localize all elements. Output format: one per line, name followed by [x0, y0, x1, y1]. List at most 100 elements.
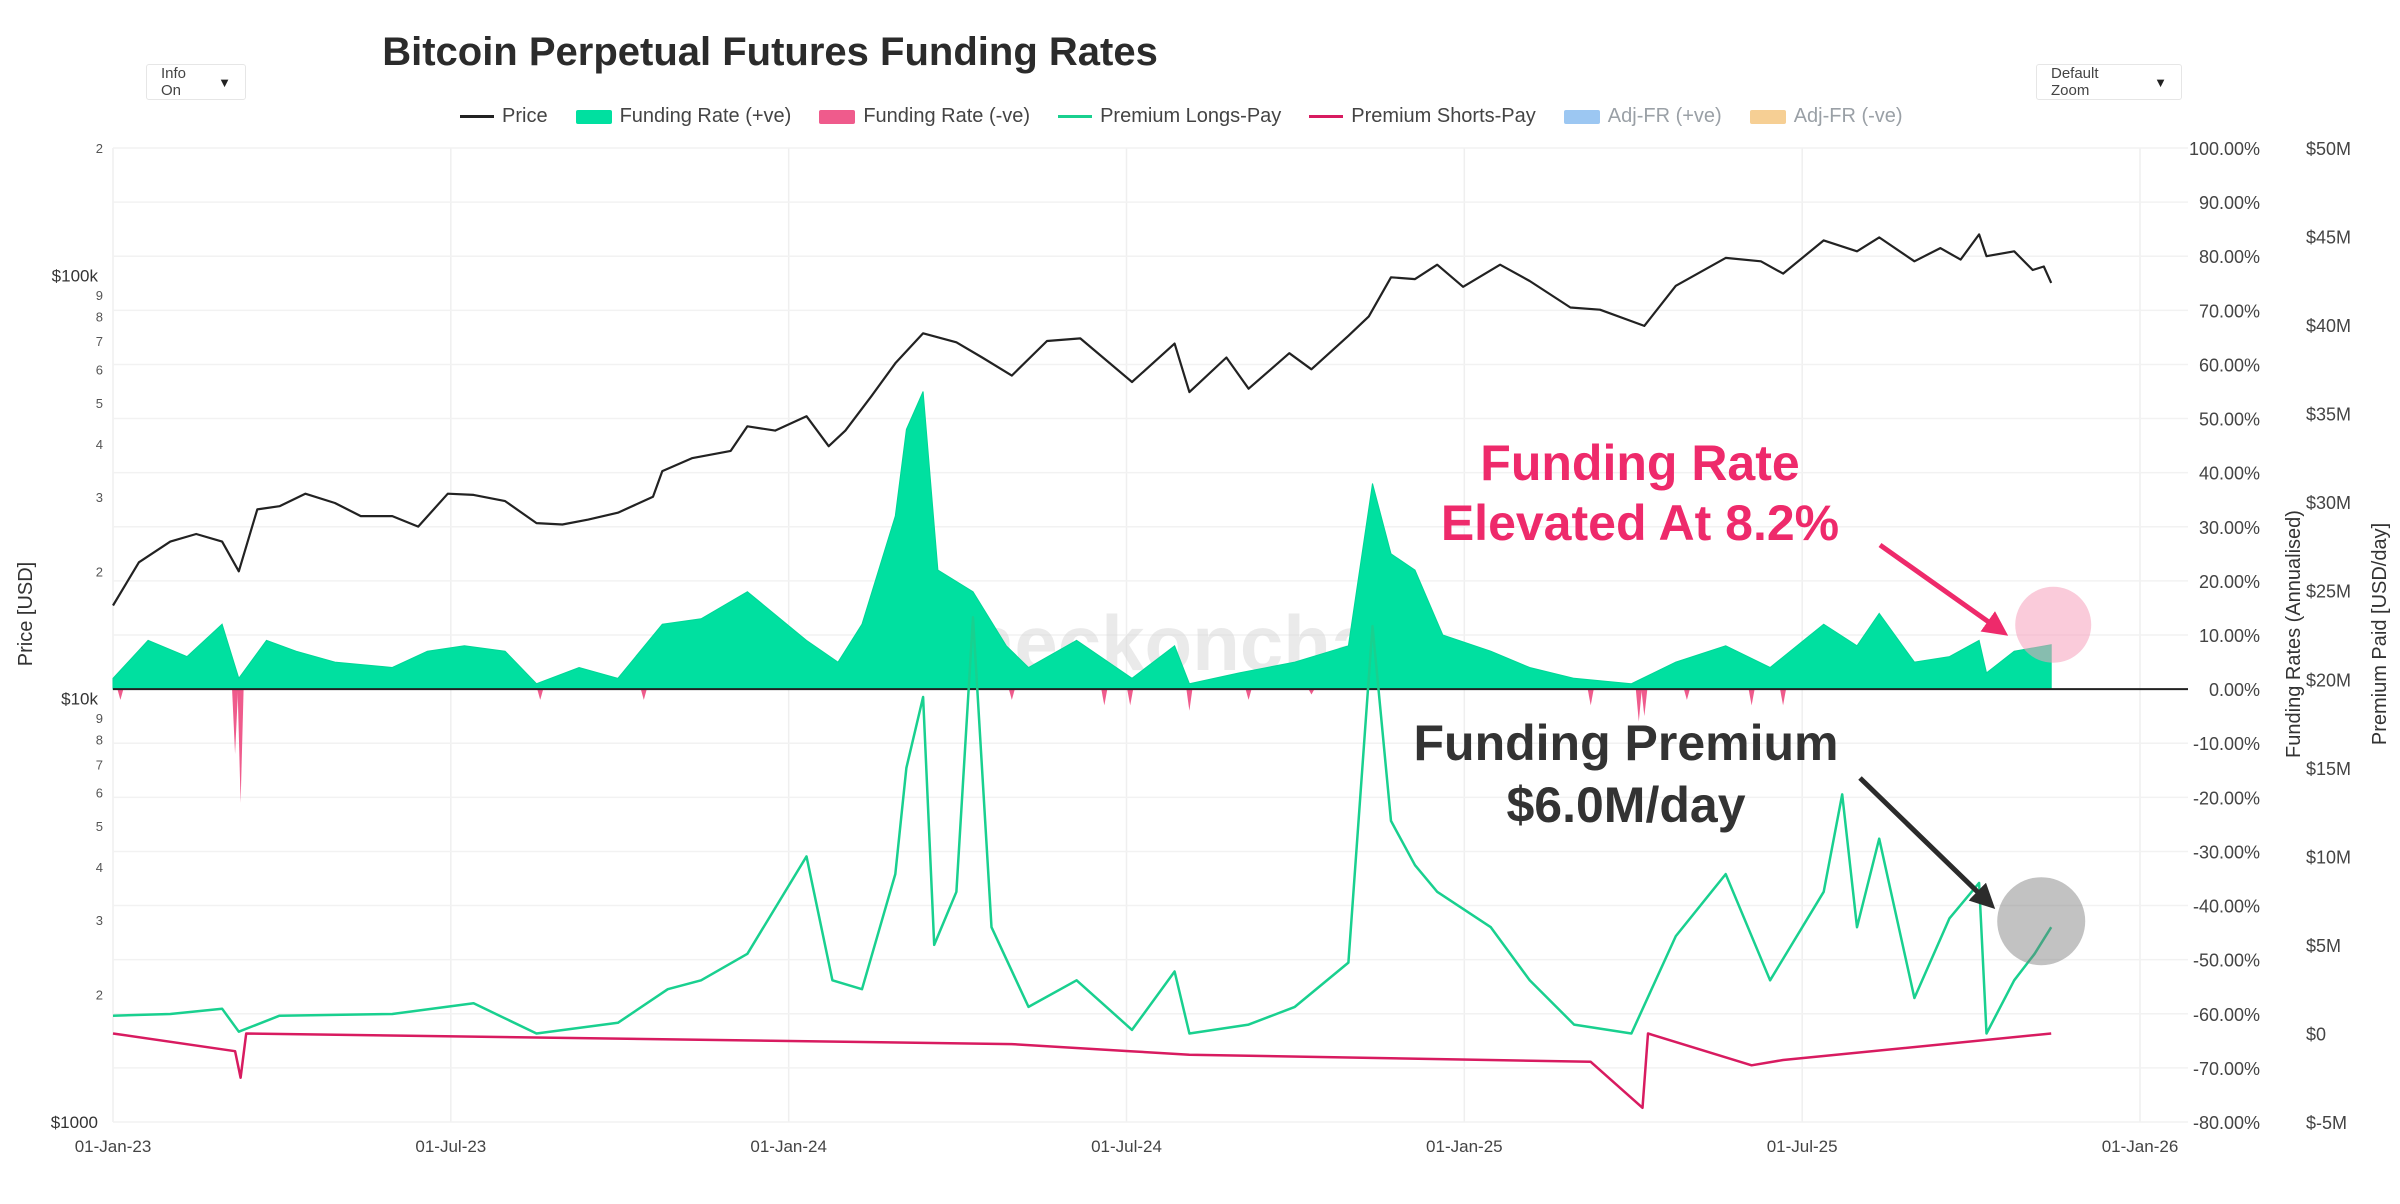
- info-toggle-select[interactable]: Info On ▼: [146, 64, 246, 100]
- x-tick-label: 01-Jul-23: [415, 1137, 486, 1156]
- funding-rate-tick-label: 0.00%: [2209, 680, 2260, 700]
- price-minor-tick-label: 6: [96, 362, 103, 377]
- x-tick-label: 01-Jan-26: [2102, 1137, 2179, 1156]
- funding-rate-tick-label: 20.00%: [2199, 572, 2260, 592]
- legend-item-premium-longs-pay[interactable]: Premium Longs-Pay: [1058, 105, 1281, 128]
- premium-tick-label: $0: [2306, 1024, 2326, 1044]
- x-tick-label: 01-Jul-24: [1091, 1137, 1162, 1156]
- legend-label: Adj-FR (+ve): [1607, 105, 1722, 127]
- price-minor-tick-label: 4: [96, 860, 103, 875]
- legend-swatch: [1749, 109, 1786, 124]
- legend-item-adj-fr-ve[interactable]: Adj-FR (-ve): [1749, 105, 1903, 128]
- premium-shorts-pay-line: [112, 1032, 2052, 1110]
- legend-swatch: [1058, 115, 1093, 118]
- funding-rate-negative-spike: [1101, 689, 1108, 706]
- premium-tick-label: $20M: [2306, 670, 2351, 690]
- legend-swatch: [819, 109, 856, 124]
- funding-rate-tick-label: 80.00%: [2199, 247, 2260, 267]
- premium-tick-label: $50M: [2306, 139, 2351, 159]
- funding-rate-tick-label: 30.00%: [2199, 518, 2260, 538]
- price-minor-tick-label: 7: [96, 757, 103, 772]
- premium-longs-pay-line: [112, 616, 2053, 1035]
- legend-label: Adj-FR (-ve): [1793, 105, 1903, 127]
- premium-tick-label: $35M: [2306, 405, 2351, 425]
- price-axis-title: Price [USD]: [15, 562, 37, 666]
- funding-premium-highlight-circle: [1997, 877, 2086, 966]
- funding-rate-tick-label: -10.00%: [2193, 734, 2260, 754]
- chevron-down-icon: ▼: [218, 74, 231, 90]
- funding-rate-negative-group: [117, 689, 1787, 803]
- price-minor-tick-label: 6: [96, 786, 103, 801]
- legend-item-funding-rate-ve[interactable]: Funding Rate (-ve): [819, 105, 1030, 128]
- funding-rate-negative-spike: [1641, 689, 1648, 717]
- funding-rate-negative-spike: [232, 689, 239, 755]
- funding-rate-tick-label: -70.00%: [2193, 1059, 2260, 1079]
- price-major-tick-label: $100k: [52, 266, 99, 285]
- legend-item-funding-rate-ve[interactable]: Funding Rate (+ve): [575, 105, 792, 128]
- funding-rate-tick-label: 50.00%: [2199, 410, 2260, 430]
- legend-label: Funding Rate (+ve): [619, 105, 792, 127]
- funding-rate-tick-label: -50.00%: [2193, 951, 2260, 971]
- price-minor-tick-label: 5: [96, 396, 103, 411]
- legend-label: Premium Longs-Pay: [1100, 105, 1282, 127]
- gridlines: [112, 147, 2188, 1123]
- price-minor-tick-label: 8: [96, 309, 103, 324]
- price-minor-tick-label: 3: [96, 913, 103, 928]
- funding-rate-negative-spike: [1683, 689, 1690, 700]
- funding-rate-negative-spike: [1186, 689, 1193, 711]
- funding-rate-negative-spike: [1127, 689, 1134, 706]
- price-minor-tick-label: 9: [96, 711, 103, 726]
- legend-swatch: [1309, 115, 1344, 118]
- legend-item-premium-shorts-pay[interactable]: Premium Shorts-Pay: [1309, 105, 1536, 128]
- funding-rate-tick-label: -60.00%: [2193, 1005, 2260, 1025]
- funding-rate-negative-spike: [1008, 689, 1015, 700]
- price-minor-tick-label: 2: [96, 988, 103, 1003]
- price-minor-tick-label: 4: [96, 437, 103, 452]
- zoom-select[interactable]: Default Zoom ▼: [2036, 64, 2182, 100]
- premium-tick-label: $40M: [2306, 316, 2351, 336]
- funding-rate-negative-spike: [1308, 689, 1315, 695]
- funding-rate-tick-label: -80.00%: [2193, 1113, 2260, 1133]
- premium-tick-label: $45M: [2306, 228, 2351, 248]
- premium-tick-label: $10M: [2306, 847, 2351, 867]
- funding-premium-arrow: [1858, 776, 1996, 909]
- info-toggle-label: Info On: [161, 65, 187, 99]
- funding-rate-negative-spike: [1635, 689, 1642, 722]
- funding-rate-arrow: [1878, 542, 2009, 636]
- price-major-tick-label: $10k: [61, 690, 98, 709]
- funding-rate-negative-spike: [237, 689, 244, 803]
- premium-tick-label: $-5M: [2306, 1113, 2347, 1133]
- funding-rate-highlight-circle: [2015, 586, 2092, 663]
- funding-rate-tick-label: 60.00%: [2199, 355, 2260, 375]
- legend-item-adj-fr-ve[interactable]: Adj-FR (+ve): [1563, 105, 1722, 128]
- price-minor-tick-label: 2: [96, 564, 103, 579]
- zoom-select-label: Default Zoom: [2051, 65, 2099, 99]
- chart-title: Bitcoin Perpetual Futures Funding Rates: [382, 30, 1158, 74]
- price-major-tick-label: $1000: [51, 1113, 98, 1132]
- funding-rate-axis-title: Funding Rates (Annualised): [2283, 510, 2305, 758]
- legend-label: Price: [502, 105, 548, 127]
- annotation-funding-rate-line1: Funding Rate: [1480, 435, 1799, 491]
- price-line: [112, 233, 2053, 607]
- x-tick-label: 01-Jan-23: [75, 1137, 152, 1156]
- price-minor-tick-label: 8: [96, 733, 103, 748]
- funding-rate-tick-label: 90.00%: [2199, 193, 2260, 213]
- legend-item-price[interactable]: Price: [460, 105, 548, 128]
- legend-swatch: [460, 115, 494, 118]
- price-minor-tick-label: 3: [96, 490, 103, 505]
- funding-rate-negative-spike: [1587, 689, 1594, 706]
- funding-rate-tick-label: 40.00%: [2199, 464, 2260, 484]
- chevron-down-icon: ▼: [2154, 74, 2167, 90]
- premium-tick-label: $25M: [2306, 582, 2351, 602]
- premium-tick-label: $30M: [2306, 493, 2351, 513]
- chart-legend: Price Funding Rate (+ve) Funding Rate (-ve…: [460, 105, 1903, 128]
- price-minor-tick-label: 2: [96, 141, 103, 156]
- funding-rate-tick-label: 100.00%: [2189, 139, 2260, 159]
- annotation-funding-rate-line2: Elevated At 8.2%: [1441, 495, 1839, 551]
- annotation-premium-line2: $6.0M/day: [1506, 777, 1745, 833]
- premium-tick-label: $5M: [2306, 936, 2341, 956]
- legend-label: Premium Shorts-Pay: [1351, 105, 1536, 127]
- legend-swatch: [575, 109, 612, 124]
- annotation-premium-line1: Funding Premium: [1414, 715, 1839, 771]
- funding-rate-negative-spike: [1245, 689, 1252, 700]
